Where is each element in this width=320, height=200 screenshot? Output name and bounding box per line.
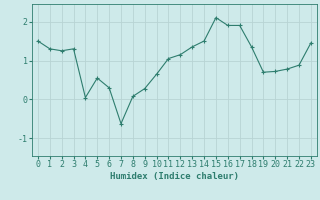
X-axis label: Humidex (Indice chaleur): Humidex (Indice chaleur) (110, 172, 239, 181)
